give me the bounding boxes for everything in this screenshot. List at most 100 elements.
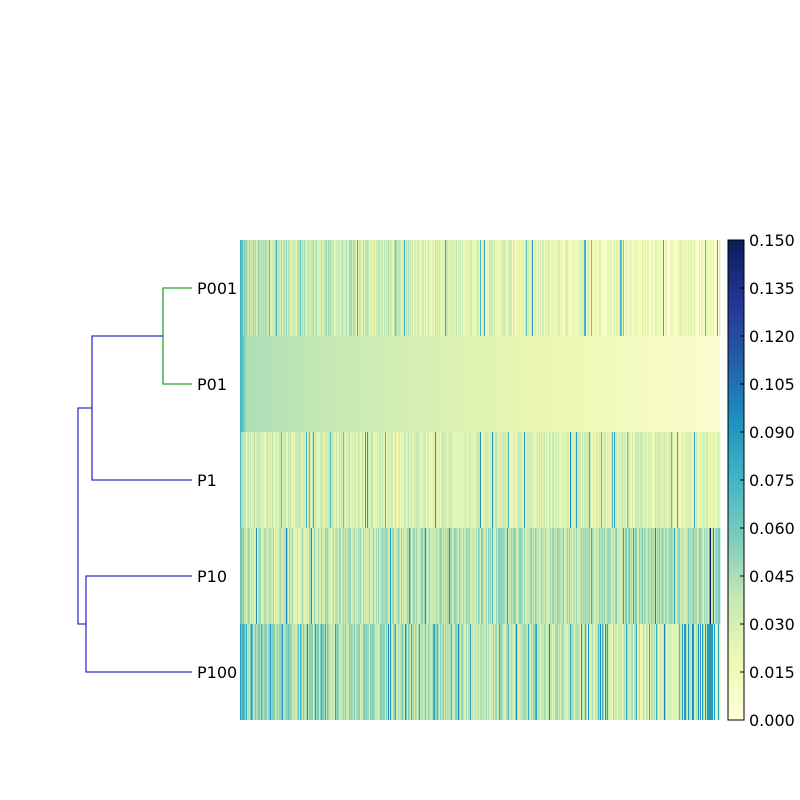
heatmap-cell (614, 528, 616, 624)
heatmap-cell (451, 240, 453, 336)
heatmap-cell (675, 528, 677, 624)
heatmap-cell (497, 240, 499, 336)
heatmap-cell (245, 336, 247, 432)
heatmap-cell (568, 240, 570, 336)
heatmap-cell (677, 624, 679, 720)
heatmap-cell (637, 624, 639, 720)
heatmap-cell (362, 432, 364, 528)
heatmap-cell (630, 624, 632, 720)
heatmap-cell (672, 624, 674, 720)
heatmap-cell (503, 336, 505, 432)
heatmap-cell (678, 624, 680, 720)
heatmap-cell (545, 432, 547, 528)
heatmap-cell (597, 336, 599, 432)
heatmap-cell (438, 336, 440, 432)
heatmap-cell (629, 432, 631, 528)
heatmap-cell (712, 240, 714, 336)
heatmap-cell (712, 336, 714, 432)
heatmap-cell (719, 624, 721, 720)
heatmap-cell (504, 336, 506, 432)
heatmap-cell (367, 336, 369, 432)
heatmap-cell (627, 624, 629, 720)
heatmap-cell (601, 624, 603, 720)
heatmap-cell (648, 528, 650, 624)
heatmap-cell (535, 240, 537, 336)
heatmap-cell (550, 336, 552, 432)
heatmap-cell (361, 624, 363, 720)
heatmap-cell (607, 528, 609, 624)
heatmap-cell (403, 336, 405, 432)
heatmap-cell (469, 432, 471, 528)
heatmap-cell (505, 528, 507, 624)
heatmap-cell (632, 336, 634, 432)
heatmap-cell (368, 528, 370, 624)
heatmap-cell (610, 240, 612, 336)
heatmap-cell (448, 624, 450, 720)
heatmap-cell (374, 432, 376, 528)
heatmap-cell (337, 240, 339, 336)
heatmap-cell (415, 432, 417, 528)
heatmap-cell (355, 432, 357, 528)
heatmap-cell (666, 432, 668, 528)
heatmap-cell (703, 528, 705, 624)
heatmap-cell (676, 624, 678, 720)
heatmap-cell (646, 336, 648, 432)
heatmap-cell (719, 432, 721, 528)
heatmap-cell (654, 336, 656, 432)
heatmap-cell (485, 336, 487, 432)
heatmap-cell (707, 336, 709, 432)
heatmap-cell (301, 240, 303, 336)
heatmap-cell (492, 528, 494, 624)
heatmap-cell (503, 624, 505, 720)
heatmap-cell (457, 336, 459, 432)
heatmap-cell (392, 336, 394, 432)
heatmap-cell (713, 336, 715, 432)
heatmap-cell (449, 432, 451, 528)
heatmap-cell (460, 336, 462, 432)
heatmap-cell (718, 432, 720, 528)
heatmap-cell (314, 432, 316, 528)
heatmap-cell (576, 624, 578, 720)
heatmap-cell (315, 240, 317, 336)
heatmap-cell (636, 528, 638, 624)
heatmap-cell (522, 528, 524, 624)
heatmap-cell (699, 528, 701, 624)
heatmap-cell (605, 336, 607, 432)
heatmap-cell (637, 336, 639, 432)
heatmap-cell (436, 528, 438, 624)
heatmap-cell (425, 240, 427, 336)
heatmap-cell (378, 432, 380, 528)
heatmap-cell (350, 432, 352, 528)
heatmap-cell (565, 624, 567, 720)
heatmap-cell (443, 528, 445, 624)
heatmap-cell (331, 624, 333, 720)
heatmap-cell (445, 240, 447, 336)
heatmap-cell (542, 240, 544, 336)
heatmap-cell (275, 336, 277, 432)
heatmap-cell (388, 336, 390, 432)
heatmap-cell (427, 432, 429, 528)
heatmap-cell (462, 240, 464, 336)
heatmap-cell (426, 624, 428, 720)
heatmap-cell (343, 624, 345, 720)
heatmap-cell (334, 336, 336, 432)
heatmap-cell (641, 432, 643, 528)
heatmap-cell (683, 528, 685, 624)
heatmap-cell (638, 432, 640, 528)
heatmap-cell (488, 528, 490, 624)
heatmap-cell (458, 240, 460, 336)
heatmap-cell (483, 336, 485, 432)
heatmap-cell (649, 528, 651, 624)
heatmap-cell (364, 624, 366, 720)
heatmap-cell (514, 528, 516, 624)
heatmap-cell (345, 336, 347, 432)
heatmap-cell (397, 240, 399, 336)
heatmap-cell (262, 336, 264, 432)
heatmap-cell (594, 240, 596, 336)
heatmap-cell (384, 240, 386, 336)
heatmap-cell (521, 336, 523, 432)
heatmap-cell (518, 336, 520, 432)
heatmap-cell (673, 624, 675, 720)
heatmap-cell (304, 240, 306, 336)
heatmap-cell (345, 240, 347, 336)
